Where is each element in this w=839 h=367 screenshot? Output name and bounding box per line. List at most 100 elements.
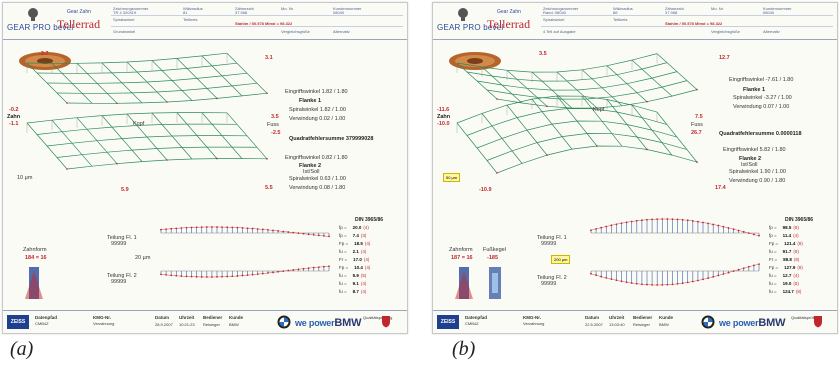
footer-value: CMB4Z xyxy=(465,321,479,326)
measurement-point xyxy=(216,97,218,100)
mesh-line xyxy=(456,62,498,100)
pitch-sub: 99999 xyxy=(541,241,557,247)
footer-value: BMW xyxy=(659,322,669,327)
mesh-line xyxy=(606,65,648,102)
header-field: Kundennummer xyxy=(763,6,792,11)
header-field: Teilkreis xyxy=(613,17,628,22)
footer-field: Uhrzeit xyxy=(609,315,625,320)
caption-b: (b) xyxy=(452,338,476,360)
flank1-title: Flanke 1 xyxy=(743,87,766,93)
footer-value: Verzahnung xyxy=(523,321,545,326)
header-field: Wälzradius xyxy=(613,6,633,11)
din-row: fp = 11.4 (4) xyxy=(769,233,799,238)
measurement-sheet-a: GEAR PRO bevel Gear Zahn Tellerrad Zeich… xyxy=(2,2,408,334)
measurement-point xyxy=(116,102,118,105)
topo-label: Zahn xyxy=(437,114,451,120)
mesh-line xyxy=(656,111,698,163)
din-row: fp = 98.5 (8) xyxy=(769,225,799,230)
mesh-line xyxy=(456,53,658,73)
measurement-point xyxy=(546,154,548,156)
header-value: 81 xyxy=(183,10,188,15)
pitch-curve xyxy=(160,226,330,237)
mesh-line xyxy=(126,61,168,103)
header-field: Mo. Nr. xyxy=(711,6,724,11)
mesh-line xyxy=(631,59,673,97)
din-row: fu = 124.7 (8) xyxy=(769,289,802,294)
pitch-f2-label: Teilung Fl. 2 xyxy=(537,275,567,281)
header-field: Teilkreis xyxy=(183,17,198,22)
header-field: Kundennummer xyxy=(333,6,362,11)
header-field: Zeichnungsnummer xyxy=(113,6,149,11)
header-field: Mo. Nr. xyxy=(281,6,294,11)
topo-value: 5.5 xyxy=(265,185,273,191)
footer-value: Reisinger xyxy=(203,322,220,327)
din-row: Fp = 121.4 (8) xyxy=(769,241,803,246)
header-field: 4 Teil auf Ausgabe xyxy=(543,29,576,34)
mesh-line xyxy=(456,122,498,174)
topo-value: -10.0 xyxy=(437,121,450,127)
topo-value: -3.7 xyxy=(39,51,49,57)
sheet-footer: ZEISS Datenpfad CMB4Z KMG-Nr. Verzahnung… xyxy=(3,310,407,333)
footer-field: Bediener xyxy=(203,315,223,320)
measurement-point xyxy=(696,88,698,91)
flank1-row: Verwindung 0.07 / 1.00 xyxy=(733,104,790,110)
mesh-line xyxy=(101,62,143,104)
topo-value: 7.5 xyxy=(695,114,703,120)
caption-a: (a) xyxy=(10,338,34,360)
din-table: DIN 3965/86 fp = 98.5 (8) fp = 11.4 (4) Fp =… xyxy=(765,217,831,303)
tool-value: 187 = 16 xyxy=(451,255,473,261)
header-value: 37.968 xyxy=(665,10,678,15)
mesh-line xyxy=(76,117,118,164)
topo-label: Zahn xyxy=(7,114,21,120)
zeiss-logo: ZEISS xyxy=(7,315,29,329)
mesh-line xyxy=(581,95,623,147)
mesh-line xyxy=(531,98,573,150)
flank2-row: Eingriffswinkel 0.82 / 1.80 xyxy=(285,155,348,161)
din-row: fu = 9.1 (4) xyxy=(339,281,367,286)
pitch-deviation-plot xyxy=(160,226,330,278)
measurement-point xyxy=(116,162,118,165)
measurement-point xyxy=(646,100,648,103)
shield-logo-icon xyxy=(814,316,822,328)
flank1-row: Verwindung 0.02 / 1.00 xyxy=(289,116,346,122)
footer-field: Bediener xyxy=(633,315,653,320)
din-title: DIN 3965/86 xyxy=(355,217,384,223)
topo-value: -10.9 xyxy=(479,187,492,193)
sheet-header: GEAR PRO bevel Gear Zahn Tellerrad Zeich… xyxy=(3,3,407,40)
header-field: Spiralwinkel xyxy=(113,17,135,22)
flank1-row: Eingriffswinkel -7.61 / 1.80 xyxy=(729,77,794,83)
scale-label: 50 µm xyxy=(443,173,461,182)
gear-logo-icon xyxy=(28,8,38,21)
pitch-point xyxy=(590,229,592,232)
pitch-point xyxy=(590,272,592,275)
we-power-bmw-logo: we powerBMW xyxy=(719,317,786,329)
din-row: fu = 8.7 (4) xyxy=(339,289,367,294)
mesh-line xyxy=(51,119,93,167)
bevel-gear-photo xyxy=(449,52,501,70)
header-field: Spiralwinkel xyxy=(543,17,565,22)
measurement-point xyxy=(696,161,698,163)
mesh-line xyxy=(581,69,623,107)
topo-label: Fuss xyxy=(267,122,279,128)
header-value: 37.968 xyxy=(235,10,248,15)
flank2-title: Flanke 2 xyxy=(299,163,322,169)
measurement-point xyxy=(166,101,168,103)
pitch-scale: 20 µm xyxy=(135,255,151,261)
measurement-point xyxy=(216,157,218,160)
tool-label: Zahnform xyxy=(23,247,47,253)
pitch-curve xyxy=(590,218,760,236)
header-field: Zeichnungsnummer xyxy=(543,6,579,11)
footer-value: 10:21:23 xyxy=(179,322,195,327)
footer-field: Kunde xyxy=(659,315,673,320)
flank2-title: Flanke 2 xyxy=(739,156,762,162)
flank1-row: Spiralwinkel -3.27 / 1.00 xyxy=(733,95,792,101)
din-row: fu = 2.1 (4) xyxy=(339,249,367,254)
footer-field: KMG-Nr. xyxy=(523,315,541,320)
mesh-line xyxy=(201,55,243,97)
measurement-point xyxy=(266,158,268,160)
mesh-line xyxy=(496,89,698,109)
mesh-line xyxy=(176,112,218,159)
header-field: Vergleichsgröße xyxy=(281,29,310,34)
pitch-sub: 99999 xyxy=(111,279,127,285)
header-field: Zähnezahl xyxy=(665,6,684,11)
